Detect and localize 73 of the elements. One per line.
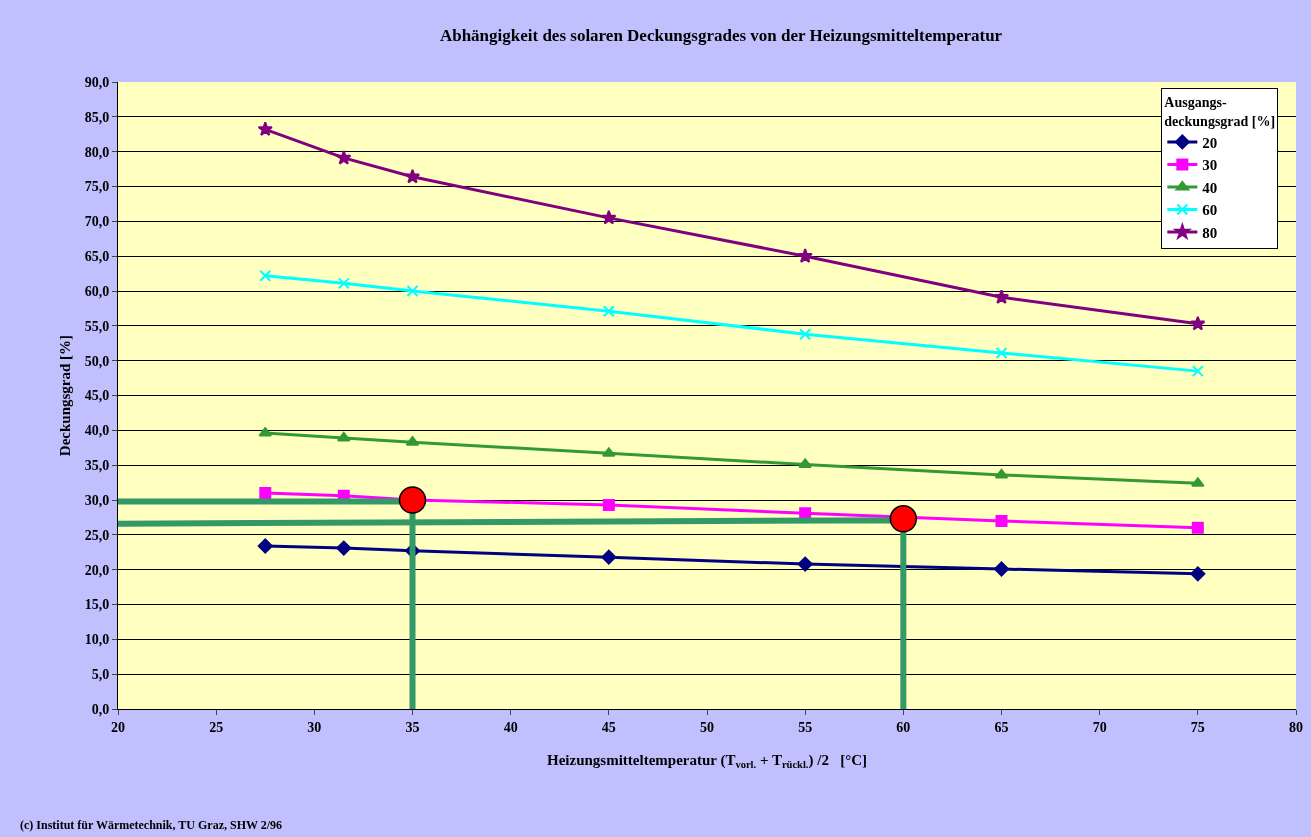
y-tick-label: 40,0 — [84, 423, 110, 439]
y-tick-label: 75,0 — [84, 179, 110, 195]
x-tick-label: 35 — [405, 719, 420, 735]
y-tick-label: 80,0 — [84, 144, 110, 160]
point — [337, 432, 351, 442]
point — [993, 289, 1010, 304]
y-tick-label: 50,0 — [84, 353, 110, 369]
y-tick-label: 65,0 — [84, 249, 110, 265]
y-tick-label: 15,0 — [84, 597, 110, 613]
point — [602, 498, 615, 511]
point — [995, 514, 1008, 527]
y-tick-label: 45,0 — [84, 388, 110, 404]
y-axis-title: Deckungsgrad [%] — [56, 334, 73, 457]
x-tick-label: 75 — [1190, 719, 1205, 735]
point — [336, 149, 352, 165]
point — [797, 248, 813, 263]
point — [404, 168, 421, 184]
y-tick-label: 90,0 — [84, 74, 110, 90]
point — [337, 277, 350, 290]
point — [601, 209, 617, 225]
y-tick-label: 35,0 — [84, 458, 110, 474]
point — [889, 505, 918, 533]
x-tick-label: 30 — [307, 719, 322, 735]
point — [994, 561, 1009, 577]
legend-label: 80 — [1202, 224, 1218, 241]
point — [1191, 477, 1205, 487]
point — [995, 347, 1008, 359]
y-tick-label: 60,0 — [84, 283, 110, 299]
point — [259, 487, 272, 500]
legend-label: 60 — [1202, 202, 1218, 219]
x-tick-label: 70 — [1092, 719, 1107, 735]
point — [398, 486, 427, 514]
legend-title: Ausgangs- deckungsgrad [%] — [1164, 95, 1276, 129]
chart-title: Abhängigkeit des solaren Deckungsgrades von der Heizungsmitteltemperatur — [439, 26, 1003, 46]
point — [1190, 566, 1206, 582]
y-tick-label: 70,0 — [84, 214, 110, 230]
point — [259, 269, 272, 282]
y-tick-label: 55,0 — [84, 318, 110, 334]
y-tick-label: 25,0 — [84, 527, 110, 543]
x-tick-label: 25 — [209, 719, 224, 735]
point — [994, 468, 1009, 479]
x-tick-label: 50 — [700, 719, 714, 735]
x-tick-label: 60 — [896, 719, 911, 735]
point — [257, 121, 273, 137]
x-tick-label: 20 — [111, 719, 125, 735]
point — [1191, 521, 1204, 534]
y-tick-label: 20,0 — [84, 562, 110, 578]
y-tick-label: 5,0 — [91, 667, 110, 683]
x-tick-label: 65 — [994, 719, 1009, 735]
point — [336, 540, 352, 556]
x-tick-label: 55 — [798, 719, 813, 735]
point — [602, 305, 615, 318]
point — [257, 538, 273, 554]
y-tick-label: 30,0 — [84, 492, 110, 508]
point — [406, 285, 419, 297]
point — [1190, 315, 1206, 331]
legend-label: 20 — [1202, 134, 1218, 151]
point — [797, 556, 813, 572]
x-axis-title: Heizungsmitteltemperatur (T$_{vorl.}$ + T$_{rückl.}$) /2 [°C] — [547, 751, 867, 770]
point — [602, 447, 616, 457]
point — [799, 328, 812, 341]
y-tick-label: 0,0 — [91, 701, 110, 717]
x-tick-label: 80 — [1289, 719, 1303, 735]
point — [601, 549, 617, 565]
x-tick-label: 45 — [601, 719, 616, 735]
legend-label: 40 — [1202, 179, 1218, 196]
y-tick-label: 10,0 — [84, 632, 110, 648]
text: (c) Institut für Wärmetechnik, TU Graz, SHW 2/96 — [20, 818, 283, 832]
legend-label: 30 — [1202, 157, 1218, 174]
x-tick-label: 40 — [503, 719, 518, 735]
y-tick-label: 85,0 — [84, 109, 110, 125]
point — [798, 458, 812, 468]
point — [1191, 365, 1204, 378]
